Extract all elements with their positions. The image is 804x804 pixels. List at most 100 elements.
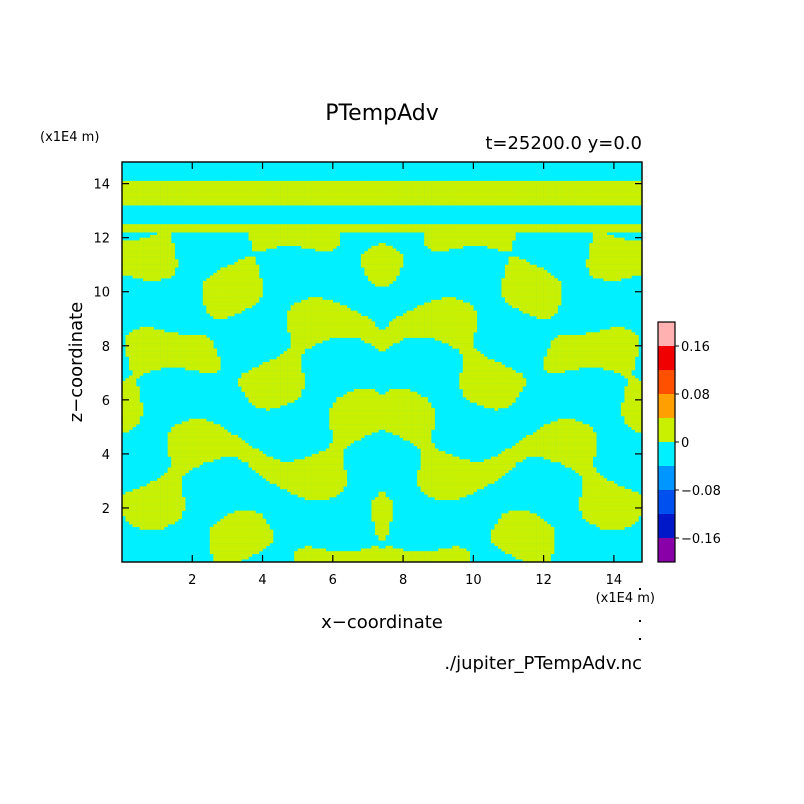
heatmap-cell: [157, 180, 161, 184]
heatmap-cell: [266, 478, 270, 482]
heatmap-cell: [392, 337, 397, 341]
heatmap-cell: [209, 186, 214, 190]
heatmap-cell: [146, 253, 151, 257]
heatmap-cell: [129, 194, 133, 198]
heatmap-cell: [311, 486, 316, 490]
heatmap-cell: [346, 443, 351, 446]
heatmap-cell: [136, 332, 140, 336]
heatmap-cell: [378, 405, 383, 409]
heatmap-cell: [129, 397, 133, 401]
heatmap-cell: [139, 524, 144, 528]
heatmap-cell: [132, 356, 137, 360]
heatmap-cell: [371, 270, 376, 274]
heatmap-cell: [248, 375, 253, 379]
heatmap-cell: [406, 229, 411, 233]
heatmap-cell: [192, 351, 196, 355]
heatmap-cell: [374, 416, 379, 419]
heatmap-cell: [367, 275, 372, 279]
heatmap-cell: [339, 556, 344, 560]
heatmap-cell: [132, 337, 137, 341]
heatmap-cell: [237, 453, 242, 457]
heatmap-cell: [248, 399, 253, 403]
heatmap-cell: [374, 194, 379, 198]
heatmap-cell: [273, 226, 277, 230]
heatmap-cell: [237, 534, 242, 538]
heatmap-cell: [248, 226, 253, 230]
heatmap-cell: [167, 505, 172, 509]
heatmap-cell: [339, 329, 344, 333]
heatmap-cell: [269, 456, 274, 460]
heatmap-cell: [318, 451, 323, 455]
heatmap-cell: [220, 521, 225, 525]
heatmap-cell: [406, 399, 411, 403]
heatmap-cell: [290, 189, 295, 192]
heatmap-cell: [399, 332, 404, 336]
heatmap-cell: [132, 421, 137, 425]
heatmap-cell: [255, 389, 260, 392]
heatmap-cell: [371, 248, 376, 252]
heatmap-cell: [164, 489, 168, 492]
heatmap-cell: [336, 470, 341, 474]
heatmap-cell: [181, 440, 186, 444]
heatmap-cell: [248, 194, 253, 198]
heatmap-cell: [132, 499, 137, 503]
heatmap-cell: [378, 418, 383, 422]
heatmap-cell: [322, 459, 326, 463]
heatmap-cell: [392, 318, 397, 322]
heatmap-cell: [255, 516, 260, 519]
heatmap-cell: [122, 267, 126, 271]
heatmap-cell: [315, 237, 319, 241]
heatmap-cell: [332, 559, 337, 562]
heatmap-cell: [336, 410, 341, 414]
heatmap-cell: [227, 443, 232, 446]
heatmap-cell: [171, 448, 175, 452]
heatmap-cell: [332, 240, 337, 244]
heatmap-cell: [255, 545, 260, 549]
heatmap-cell: [339, 478, 344, 482]
heatmap-cell: [160, 264, 165, 268]
heatmap-cell: [139, 199, 144, 203]
heatmap-cell: [301, 189, 305, 192]
heatmap-cell: [301, 375, 305, 379]
heatmap-cell: [353, 229, 358, 233]
heatmap-cell: [136, 202, 140, 206]
heatmap-cell: [213, 191, 218, 195]
heatmap-cell: [276, 243, 281, 246]
heatmap-cell: [259, 202, 263, 206]
heatmap-cell: [125, 334, 130, 338]
heatmap-cell: [199, 459, 204, 463]
heatmap-cell: [399, 318, 404, 322]
heatmap-cell: [248, 370, 253, 374]
heatmap-cell: [146, 275, 151, 279]
heatmap-cell: [160, 521, 165, 525]
heatmap-cell: [374, 332, 379, 336]
chart-subtitle: t=25200.0 y=0.0: [485, 133, 642, 154]
heatmap-cell: [339, 326, 344, 330]
heatmap-cell: [417, 421, 421, 425]
heatmap-cell: [171, 502, 175, 506]
heatmap-cell: [382, 494, 386, 498]
heatmap-cell: [192, 202, 196, 206]
heatmap-cell: [350, 421, 355, 425]
heatmap-cell: [216, 180, 221, 184]
heatmap-cell: [287, 480, 291, 484]
heatmap-cell: [146, 521, 151, 525]
heatmap-cell: [164, 510, 168, 514]
heatmap-cell: [280, 232, 284, 236]
heatmap-cell: [276, 405, 281, 409]
heatmap-cell: [378, 559, 383, 562]
heatmap-cell: [406, 318, 411, 322]
heatmap-cell: [139, 413, 144, 417]
heatmap-cell: [318, 229, 323, 233]
heatmap-cell: [206, 337, 211, 341]
heatmap-cell: [301, 324, 305, 328]
heatmap-cell: [290, 470, 295, 474]
heatmap-cell: [252, 232, 256, 236]
heatmap-cell: [343, 556, 348, 560]
heatmap-cell: [213, 226, 218, 230]
heatmap-cell: [385, 267, 390, 271]
heatmap-cell: [223, 229, 228, 233]
heatmap-cell: [244, 448, 249, 452]
heatmap-cell: [315, 464, 319, 468]
heatmap-cell: [371, 275, 376, 279]
